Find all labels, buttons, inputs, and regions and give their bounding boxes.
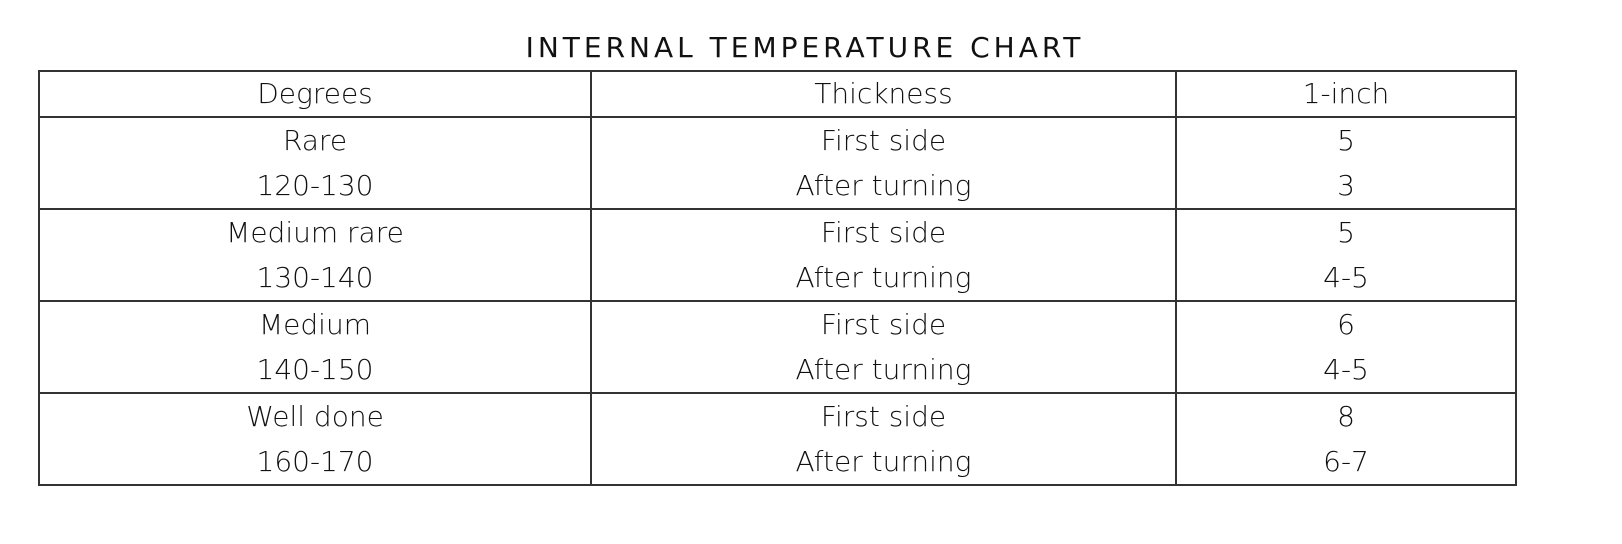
- cell: Rare 120-130: [38, 116, 592, 210]
- cell-line: 6: [1337, 308, 1355, 341]
- cell-line: Rare: [282, 124, 348, 157]
- cell: First side After turning: [590, 208, 1177, 302]
- cell-line: 130-140: [256, 261, 374, 294]
- cell-line: 3: [1337, 169, 1355, 202]
- cell-line: 4-5: [1323, 261, 1369, 294]
- cell: Medium rare 130-140: [38, 208, 592, 302]
- group-row: Well done 160-170 First side After turning 8…: [38, 392, 1517, 486]
- cell-line: 6-7: [1323, 445, 1369, 478]
- cell-line: 140-150: [256, 353, 374, 386]
- cell-line: After turning: [795, 261, 972, 294]
- cell-line: First side: [820, 216, 947, 249]
- table-body: Degrees Thickness 1-inch Rare 120-130 First s…: [38, 70, 1517, 486]
- cell-line: Medium rare: [226, 216, 404, 249]
- header-cell: Degrees: [38, 70, 592, 118]
- cell-line: First side: [820, 308, 947, 341]
- cell: First side After turning: [590, 116, 1177, 210]
- cell-line: 5: [1337, 124, 1355, 157]
- cell: 5 4-5: [1175, 208, 1517, 302]
- cell-line: 160-170: [256, 445, 374, 478]
- title: INTERNAL TEMPERATURE CHART: [525, 31, 1085, 64]
- header-cell: 1-inch: [1175, 70, 1517, 118]
- cell: First side After turning: [590, 392, 1177, 486]
- cell-line: 5: [1337, 216, 1355, 249]
- cell-line: 120-130: [256, 169, 374, 202]
- cell-line: Well done: [246, 400, 384, 433]
- cell: Well done 160-170: [38, 392, 592, 486]
- cell-line: First side: [820, 124, 947, 157]
- group-row: Medium 140-150 First side After turning 6 4-5: [38, 300, 1517, 394]
- cell-line: After turning: [795, 353, 972, 386]
- cell-line: Medium: [259, 308, 371, 341]
- group-row: Medium rare 130-140 First side After turnin…: [38, 208, 1517, 302]
- cell: First side After turning: [590, 300, 1177, 394]
- cell-line: After turning: [795, 445, 972, 478]
- cell: Medium 140-150: [38, 300, 592, 394]
- cell-line: First side: [820, 400, 947, 433]
- header-row: Degrees Thickness 1-inch: [38, 70, 1517, 118]
- cell-line: After turning: [795, 169, 972, 202]
- cell-line: 4-5: [1323, 353, 1369, 386]
- cell: 6 4-5: [1175, 300, 1517, 394]
- header-cell: Thickness: [590, 70, 1177, 118]
- cell-line: 8: [1337, 400, 1355, 433]
- cell: 8 6-7: [1175, 392, 1517, 486]
- temperature-table: Degrees Thickness 1-inch Rare 120-130 First s…: [38, 70, 1517, 486]
- group-row: Rare 120-130 First side After turning 5 3: [38, 116, 1517, 210]
